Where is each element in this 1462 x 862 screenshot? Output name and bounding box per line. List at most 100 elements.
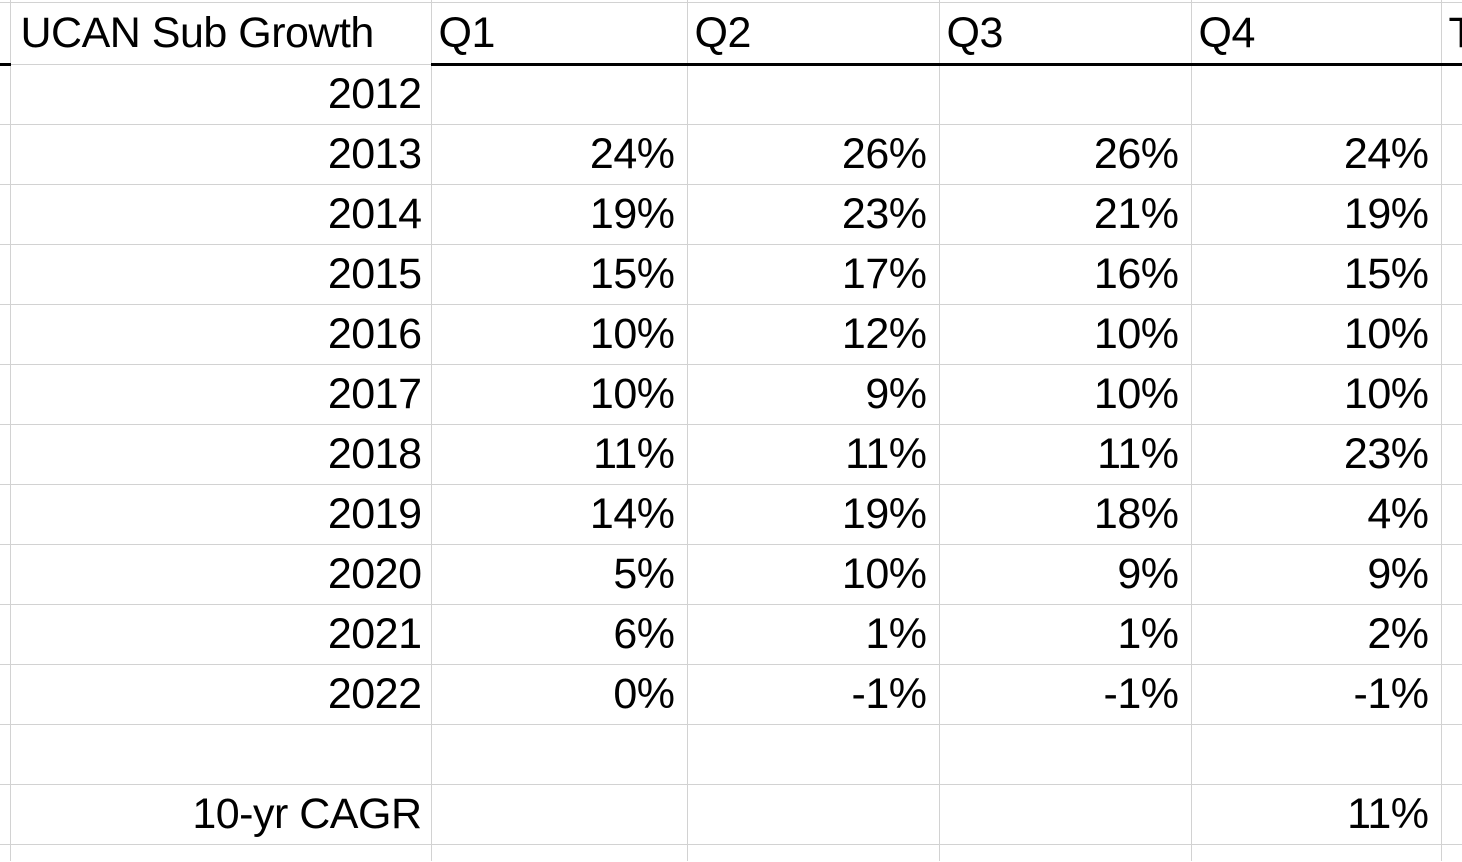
row-label-cell[interactable]: 2013 <box>10 124 432 185</box>
column-header-q3[interactable]: Q3 <box>939 2 1192 66</box>
value-cell[interactable]: 2% <box>1191 604 1442 665</box>
grid-cell[interactable] <box>1191 844 1442 861</box>
value-cell[interactable]: 5% <box>431 544 688 605</box>
value-cell[interactable]: 4% <box>1191 484 1442 545</box>
column-header-total-cropped[interactable]: T <box>1441 2 1462 66</box>
row-label-cell[interactable]: 2012 <box>10 64 432 125</box>
grid-cell[interactable] <box>939 0 1192 3</box>
row-label-cell[interactable]: 2015 <box>10 244 432 305</box>
value-cell[interactable]: 23% <box>687 184 940 245</box>
grid-cell[interactable] <box>1441 0 1462 3</box>
value-cell[interactable] <box>687 784 940 845</box>
value-cell[interactable]: 10% <box>939 304 1192 365</box>
grid-cell[interactable] <box>1191 0 1442 3</box>
row-edge-cell[interactable] <box>0 604 11 665</box>
column-header-q1[interactable]: Q1 <box>431 2 688 66</box>
value-cell[interactable]: 1% <box>939 604 1192 665</box>
value-cell[interactable]: 15% <box>431 244 688 305</box>
value-cell[interactable]: 1% <box>687 604 940 665</box>
row-label-cell[interactable]: 2021 <box>10 604 432 665</box>
value-cell[interactable]: 23% <box>1191 424 1442 485</box>
value-cell[interactable]: 19% <box>1191 184 1442 245</box>
row-label-cell[interactable]: 2016 <box>10 304 432 365</box>
grid-cell[interactable] <box>687 0 940 3</box>
row-edge-cell[interactable] <box>0 664 11 725</box>
overflow-cell[interactable] <box>1441 604 1462 665</box>
overflow-cell[interactable] <box>1441 244 1462 305</box>
value-cell[interactable] <box>1191 64 1442 125</box>
value-cell[interactable]: 24% <box>431 124 688 185</box>
value-cell[interactable]: -1% <box>939 664 1192 725</box>
value-cell[interactable] <box>687 64 940 125</box>
value-cell[interactable]: 12% <box>687 304 940 365</box>
value-cell[interactable] <box>687 724 940 785</box>
value-cell[interactable]: 26% <box>939 124 1192 185</box>
overflow-cell[interactable] <box>1441 724 1462 785</box>
value-cell[interactable]: 21% <box>939 184 1192 245</box>
overflow-cell[interactable] <box>1441 664 1462 725</box>
row-edge-cell[interactable] <box>0 544 11 605</box>
overflow-cell[interactable] <box>1441 124 1462 185</box>
overflow-cell[interactable] <box>1441 64 1462 125</box>
value-cell[interactable]: 11% <box>1191 784 1442 845</box>
overflow-cell[interactable] <box>1441 304 1462 365</box>
grid-cell[interactable] <box>10 0 432 3</box>
value-cell[interactable]: 10% <box>687 544 940 605</box>
row-label-cell[interactable]: 10-yr CAGR <box>10 784 432 845</box>
value-cell[interactable] <box>1191 724 1442 785</box>
overflow-cell[interactable] <box>1441 364 1462 425</box>
value-cell[interactable] <box>939 784 1192 845</box>
value-cell[interactable] <box>431 724 688 785</box>
value-cell[interactable]: 19% <box>431 184 688 245</box>
row-label-cell[interactable]: 2017 <box>10 364 432 425</box>
value-cell[interactable]: 11% <box>939 424 1192 485</box>
column-header-q2[interactable]: Q2 <box>687 2 940 66</box>
value-cell[interactable]: 26% <box>687 124 940 185</box>
row-label-cell[interactable]: 2014 <box>10 184 432 245</box>
grid-cell[interactable] <box>0 0 11 3</box>
value-cell[interactable]: 11% <box>687 424 940 485</box>
value-cell[interactable]: 6% <box>431 604 688 665</box>
row-edge-cell[interactable] <box>0 184 11 245</box>
overflow-cell[interactable] <box>1441 484 1462 545</box>
value-cell[interactable]: 0% <box>431 664 688 725</box>
value-cell[interactable]: 16% <box>939 244 1192 305</box>
value-cell[interactable]: 9% <box>687 364 940 425</box>
row-label-cell[interactable]: 2018 <box>10 424 432 485</box>
row-edge-cell[interactable] <box>0 424 11 485</box>
value-cell[interactable]: 17% <box>687 244 940 305</box>
value-cell[interactable] <box>431 784 688 845</box>
header-edge-cell[interactable] <box>0 2 11 66</box>
grid-cell[interactable] <box>10 844 432 861</box>
value-cell[interactable]: 15% <box>1191 244 1442 305</box>
value-cell[interactable]: 10% <box>431 304 688 365</box>
grid-cell[interactable] <box>0 844 11 861</box>
row-label-cell[interactable]: 2020 <box>10 544 432 605</box>
overflow-cell[interactable] <box>1441 544 1462 605</box>
overflow-cell[interactable] <box>1441 424 1462 485</box>
value-cell[interactable]: 18% <box>939 484 1192 545</box>
value-cell[interactable]: 10% <box>1191 364 1442 425</box>
row-label-cell[interactable]: 2019 <box>10 484 432 545</box>
value-cell[interactable]: 10% <box>939 364 1192 425</box>
row-edge-cell[interactable] <box>0 724 11 785</box>
grid-cell[interactable] <box>687 844 940 861</box>
row-edge-cell[interactable] <box>0 124 11 185</box>
value-cell[interactable]: -1% <box>1191 664 1442 725</box>
value-cell[interactable]: 19% <box>687 484 940 545</box>
row-edge-cell[interactable] <box>0 784 11 845</box>
value-cell[interactable]: 10% <box>1191 304 1442 365</box>
value-cell[interactable]: -1% <box>687 664 940 725</box>
row-edge-cell[interactable] <box>0 364 11 425</box>
grid-cell[interactable] <box>1441 844 1462 861</box>
overflow-cell[interactable] <box>1441 184 1462 245</box>
value-cell[interactable] <box>431 64 688 125</box>
row-edge-cell[interactable] <box>0 64 11 125</box>
value-cell[interactable]: 14% <box>431 484 688 545</box>
grid-cell[interactable] <box>431 0 688 3</box>
value-cell[interactable] <box>939 64 1192 125</box>
grid-cell[interactable] <box>939 844 1192 861</box>
row-edge-cell[interactable] <box>0 304 11 365</box>
value-cell[interactable]: 24% <box>1191 124 1442 185</box>
value-cell[interactable]: 10% <box>431 364 688 425</box>
